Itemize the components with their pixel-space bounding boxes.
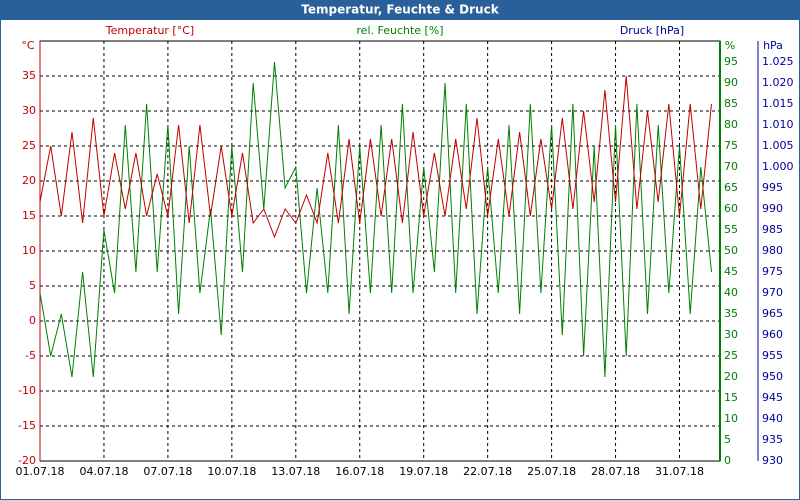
x-tick-label: 10.07.18 bbox=[207, 465, 256, 478]
y2-tick-label: 70 bbox=[724, 160, 738, 173]
y2-tick-label: 45 bbox=[724, 265, 738, 278]
chart-title: Temperatur, Feuchte & Druck bbox=[301, 3, 499, 17]
y-unit: °C bbox=[21, 39, 35, 52]
y3-tick-label: 985 bbox=[762, 223, 783, 236]
title-bar bbox=[0, 0, 800, 20]
legend-label: Temperatur [°C] bbox=[105, 24, 194, 37]
y2-tick-label: 35 bbox=[724, 307, 738, 320]
y2-tick-label: 95 bbox=[724, 55, 738, 68]
x-tick-label: 13.07.18 bbox=[271, 465, 320, 478]
y2-tick-label: 25 bbox=[724, 349, 738, 362]
y3-tick-label: 1.015 bbox=[762, 97, 794, 110]
y-tick-label: 15 bbox=[22, 209, 36, 222]
y-tick-label: -10 bbox=[18, 384, 36, 397]
y-tick-label: 30 bbox=[22, 104, 36, 117]
y2-tick-label: 55 bbox=[724, 223, 738, 236]
y2-tick-label: 65 bbox=[724, 181, 738, 194]
y-tick-label: 0 bbox=[29, 314, 36, 327]
y2-tick-label: 85 bbox=[724, 97, 738, 110]
y3-tick-label: 945 bbox=[762, 391, 783, 404]
y3-unit: hPa bbox=[763, 39, 783, 52]
y2-tick-label: 15 bbox=[724, 391, 738, 404]
y2-tick-label: 30 bbox=[724, 328, 738, 341]
x-tick-label: 01.07.18 bbox=[16, 465, 65, 478]
x-tick-label: 28.07.18 bbox=[591, 465, 640, 478]
y3-tick-label: 1.025 bbox=[762, 55, 794, 68]
y-tick-label: -20 bbox=[18, 454, 36, 467]
y3-tick-label: 995 bbox=[762, 181, 783, 194]
y3-tick-label: 1.020 bbox=[762, 76, 794, 89]
y3-tick-label: 940 bbox=[762, 412, 783, 425]
y2-unit: % bbox=[725, 39, 735, 52]
y-tick-label: 10 bbox=[22, 244, 36, 257]
y3-tick-label: 955 bbox=[762, 349, 783, 362]
y-tick-label: -15 bbox=[18, 419, 36, 432]
x-tick-label: 19.07.18 bbox=[399, 465, 448, 478]
y3-tick-label: 970 bbox=[762, 286, 783, 299]
y-tick-label: 25 bbox=[22, 139, 36, 152]
x-tick-label: 16.07.18 bbox=[335, 465, 384, 478]
x-tick-label: 31.07.18 bbox=[655, 465, 704, 478]
y3-tick-label: 960 bbox=[762, 328, 783, 341]
y2-tick-label: 50 bbox=[724, 244, 738, 257]
y3-tick-label: 930 bbox=[762, 454, 783, 467]
y2-tick-label: 5 bbox=[724, 433, 731, 446]
y3-tick-label: 965 bbox=[762, 307, 783, 320]
y2-tick-label: 40 bbox=[724, 286, 738, 299]
x-tick-label: 22.07.18 bbox=[463, 465, 512, 478]
y3-tick-label: 1.005 bbox=[762, 139, 794, 152]
x-tick-label: 25.07.18 bbox=[527, 465, 576, 478]
y2-tick-label: 60 bbox=[724, 202, 738, 215]
x-tick-label: 07.07.18 bbox=[143, 465, 192, 478]
y3-tick-label: 950 bbox=[762, 370, 783, 383]
y3-tick-label: 1.000 bbox=[762, 160, 794, 173]
y2-tick-label: 80 bbox=[724, 118, 738, 131]
y3-tick-label: 935 bbox=[762, 433, 783, 446]
y-tick-label: 20 bbox=[22, 174, 36, 187]
y2-tick-label: 90 bbox=[724, 76, 738, 89]
y2-tick-label: 0 bbox=[724, 454, 731, 467]
y3-tick-label: 975 bbox=[762, 265, 783, 278]
y3-tick-label: 980 bbox=[762, 244, 783, 257]
legend-label: rel. Feuchte [%] bbox=[356, 24, 443, 37]
series-line bbox=[39, 75, 712, 239]
x-tick-label: 04.07.18 bbox=[79, 465, 128, 478]
series-line bbox=[39, 61, 712, 378]
y2-tick-label: 10 bbox=[724, 412, 738, 425]
y-tick-label: -5 bbox=[25, 349, 36, 362]
y2-tick-label: 20 bbox=[724, 370, 738, 383]
y-tick-label: 5 bbox=[29, 279, 36, 292]
y-tick-label: 35 bbox=[22, 69, 36, 82]
y3-tick-label: 990 bbox=[762, 202, 783, 215]
y2-tick-label: 75 bbox=[724, 139, 738, 152]
legend-label: Druck [hPa] bbox=[620, 24, 684, 37]
y3-tick-label: 1.010 bbox=[762, 118, 794, 131]
